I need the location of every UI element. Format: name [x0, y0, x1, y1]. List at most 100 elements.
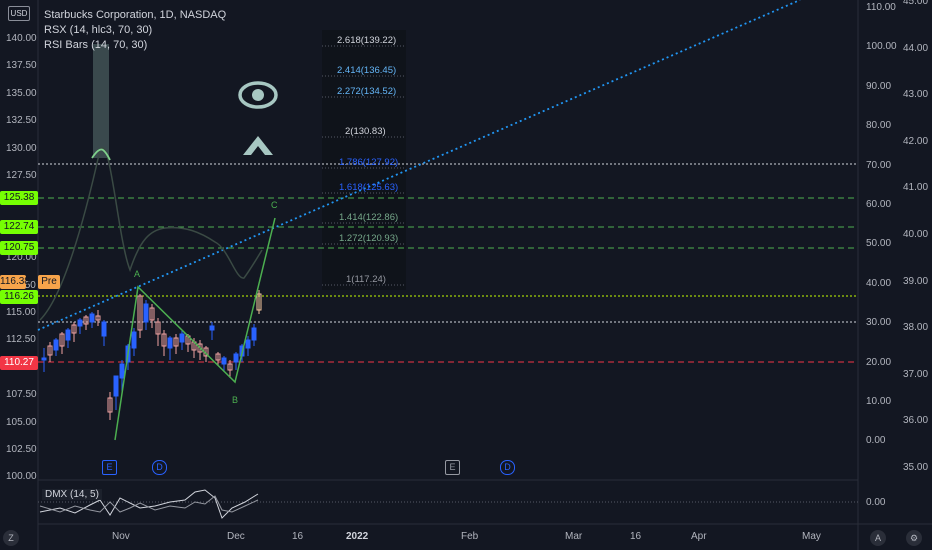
candle: [83, 316, 89, 325]
oscillator-axis-label: 40.00: [866, 277, 892, 289]
oscillator-axis-label: 80.00: [866, 120, 892, 132]
candle: [71, 324, 77, 334]
candle: [215, 353, 221, 361]
pattern-point-b: B: [232, 395, 239, 405]
dmx-axis-label: 0.00: [866, 497, 886, 508]
fib-label: 1(117.24): [346, 274, 386, 285]
price-axis-label: 107.50: [6, 389, 37, 401]
fib-label: 1.272(120.93): [339, 233, 399, 244]
dividend-event-marker[interactable]: D: [152, 460, 167, 475]
candle: [161, 333, 167, 347]
oscillator-axis-label: 110.00: [866, 2, 896, 13]
price-tag-125: 125.38: [0, 191, 38, 205]
candle: [233, 353, 239, 363]
dividend-event-marker[interactable]: D: [500, 460, 515, 475]
oscillator-axis-label: 50.00: [866, 238, 892, 250]
price-axis-label: 132.50: [6, 115, 37, 127]
time-axis-label: Feb: [461, 531, 479, 542]
candle: [119, 363, 125, 379]
candle: [59, 333, 65, 347]
price-tag-pre-market: 116.38: [0, 275, 30, 289]
secondary-axis-label: 35.00: [903, 462, 929, 473]
candle: [197, 343, 203, 353]
secondary-axis-label: 40.00: [903, 229, 929, 240]
candle: [179, 333, 185, 343]
time-axis-label: Nov: [112, 531, 130, 542]
price-tag-last: 116.26: [0, 290, 38, 304]
secondary-axis-label: 37.00: [903, 368, 929, 380]
time-axis-label: 2022: [346, 531, 369, 542]
oscillator-axis-label: 0.00: [866, 435, 886, 447]
candle: [251, 327, 257, 341]
pattern-point-a: A: [134, 269, 141, 279]
oscillator-axis-label: 90.00: [866, 80, 892, 92]
oscillator-axis-label: 100.00: [866, 41, 897, 53]
candle: [149, 307, 155, 321]
candle: [47, 345, 53, 356]
eye-icon: [238, 81, 278, 109]
secondary-axis-label: 43.00: [903, 89, 929, 101]
settings-gear-icon[interactable]: ⚙: [906, 530, 922, 546]
candle: [221, 357, 227, 365]
currency-button[interactable]: USD: [8, 6, 30, 21]
zoom-button[interactable]: Z: [3, 530, 19, 546]
chart-title: Starbucks Corporation, 1D, NASDAQ: [44, 9, 227, 21]
price-tag-120: 120.75: [0, 241, 38, 255]
time-axis-label: Apr: [691, 531, 707, 542]
price-tag-122: 122.74: [0, 220, 38, 234]
abc-pattern-line[interactable]: [114, 217, 276, 441]
price-axis-label: 100.00: [6, 471, 37, 483]
trend-line[interactable]: [37, 0, 801, 331]
time-axis-label: Mar: [565, 531, 583, 542]
price-axis-label: 135.00: [6, 87, 37, 99]
price-axis-label: 115.00: [6, 307, 36, 318]
earnings-event-marker[interactable]: E: [102, 460, 117, 475]
price-axis-label: 102.50: [6, 444, 37, 455]
candle: [95, 315, 101, 321]
candle: [155, 321, 161, 335]
candle: [89, 313, 95, 323]
secondary-axis-label: 36.00: [903, 415, 929, 427]
pattern-point-c: C: [271, 200, 278, 210]
dmx-line-2: [39, 495, 259, 513]
fib-label: 2(130.83): [345, 126, 386, 137]
candle: [143, 303, 149, 323]
price-axis-label: 105.00: [6, 416, 37, 428]
dmx-line-1: [39, 489, 259, 519]
candle: [113, 375, 119, 397]
indicator-rsx-legend[interactable]: RSX (14, hlc3, 70, 30): [44, 24, 153, 36]
secondary-axis-label: 39.00: [903, 275, 929, 287]
secondary-axis-label: 44.00: [903, 42, 929, 54]
oscillator-axis-label: 20.00: [866, 356, 892, 368]
fib-label: 1.786(127.92): [339, 157, 399, 168]
chevron-up-icon: [243, 136, 273, 155]
secondary-axis-label: 42.00: [903, 135, 929, 147]
price-axis-label: 140.00: [6, 33, 37, 44]
price-axis-label: 137.50: [6, 60, 37, 72]
rsi-overbought-zone: [93, 44, 109, 158]
time-axis-label: Dec: [227, 531, 245, 542]
rsx-highlight: [91, 148, 111, 161]
price-tag-110: 110.27: [0, 356, 38, 370]
time-axis-label: 16: [292, 531, 304, 542]
oscillator-axis-label: 30.00: [866, 317, 892, 329]
candle: [209, 325, 215, 331]
auto-scale-button[interactable]: A: [870, 530, 886, 546]
time-axis-label: May: [802, 531, 821, 542]
secondary-axis-label: 41.00: [903, 182, 929, 194]
earnings-event-marker[interactable]: E: [445, 460, 460, 475]
candle: [131, 331, 137, 349]
pre-market-badge: Pre: [38, 275, 60, 289]
fib-extension-zone: [322, 30, 406, 290]
oscillator-axis-label: 10.00: [866, 396, 892, 407]
candle: [53, 339, 59, 351]
rsx-curve: [39, 146, 263, 321]
indicator-rsi-bars-legend[interactable]: RSI Bars (14, 70, 30): [44, 39, 148, 51]
dmx-legend[interactable]: DMX (14, 5): [42, 489, 102, 500]
price-axis-label: 112.50: [6, 334, 36, 346]
price-axis-label: 120.00: [6, 252, 37, 264]
candle: [173, 337, 179, 347]
fib-label: 2.414(136.45): [337, 65, 397, 76]
